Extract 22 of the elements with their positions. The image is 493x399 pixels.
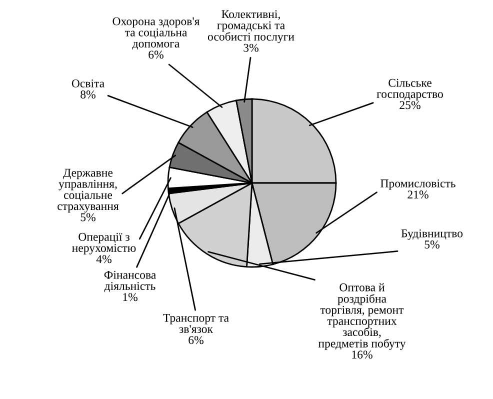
data-label: 5% — [424, 240, 440, 249]
slice-label: Фінансова діяльність — [104, 270, 156, 292]
data-label: 16% — [352, 350, 372, 359]
data-label: 21% — [408, 190, 428, 199]
slice-label: Колективні, громадські та особисті послуги — [208, 10, 294, 44]
data-label: 8% — [80, 90, 96, 99]
slice-label: Охорона здоров'я та соціальна допомога — [112, 17, 200, 50]
data-label: 5% — [80, 213, 96, 222]
slice-label: Оптова й роздрібна торгівля, ремонт транспортних засобів, предметів побуту — [318, 283, 406, 350]
data-label: 1% — [123, 293, 138, 302]
slice-label: Промисловість — [380, 179, 456, 190]
slice-label: Державне управління, соціальне страхування — [58, 168, 119, 212]
data-label: 6% — [188, 336, 204, 344]
slice-label: Транспорт та зв'язок — [163, 314, 229, 333]
data-label: 6% — [148, 50, 164, 59]
data-label: 3% — [244, 44, 258, 52]
slice-label: Освіта — [72, 79, 104, 88]
slice-label: Сільське господарство — [376, 78, 443, 100]
data-label: 4% — [96, 255, 112, 264]
data-label: 25% — [400, 101, 420, 110]
slice-label: Будівництво — [401, 229, 463, 240]
slice-label: Операції з нерухомістю — [72, 232, 136, 254]
